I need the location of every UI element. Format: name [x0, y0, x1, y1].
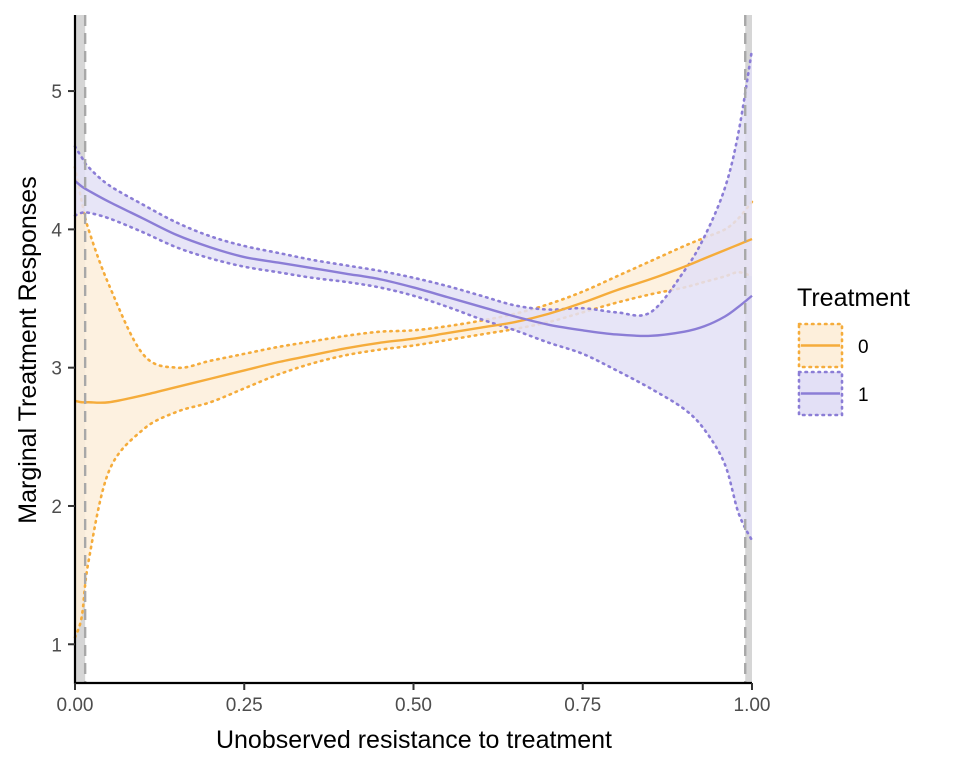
legend-label: 1: [858, 385, 869, 406]
legend-item-series-0: 0: [797, 322, 869, 369]
x-tick-label: 0.75: [564, 695, 601, 716]
x-axis-title: Unobserved resistance to treatment: [216, 726, 612, 754]
legend-items: 01: [797, 322, 869, 417]
series-lines: [74, 180, 753, 404]
legend-title: Treatment: [797, 284, 910, 312]
y-tick-label: 4: [51, 220, 62, 241]
line-series-1: [74, 180, 753, 338]
y-ticks: 1 2 3 4 5: [51, 82, 75, 656]
y-axis-title: Marginal Treatment Responses: [14, 176, 42, 523]
y-tick-label: 5: [51, 82, 62, 103]
y-tick-label: 3: [51, 359, 62, 380]
legend-item-series-1: 1: [797, 370, 869, 417]
band-lower-series-1: [73, 210, 754, 542]
band-upper-series-1: [73, 48, 754, 317]
y-tick-label: 1: [51, 635, 62, 656]
plot-area: [73, 15, 754, 683]
confidence-bands: [73, 48, 754, 639]
legend: Treatment 01: [797, 284, 910, 417]
x-tick-label: 0.50: [395, 695, 432, 716]
x-ticks: 0.00 0.25 0.50 0.75 1.00: [57, 683, 771, 716]
y-tick-label: 2: [51, 497, 62, 518]
x-tick-label: 1.00: [734, 695, 771, 716]
reference-lines: [83, 15, 747, 683]
line-series-0: [74, 237, 753, 404]
x-tick-label: 0.00: [57, 695, 94, 716]
legend-label: 0: [858, 337, 869, 358]
x-tick-label: 0.25: [226, 695, 263, 716]
